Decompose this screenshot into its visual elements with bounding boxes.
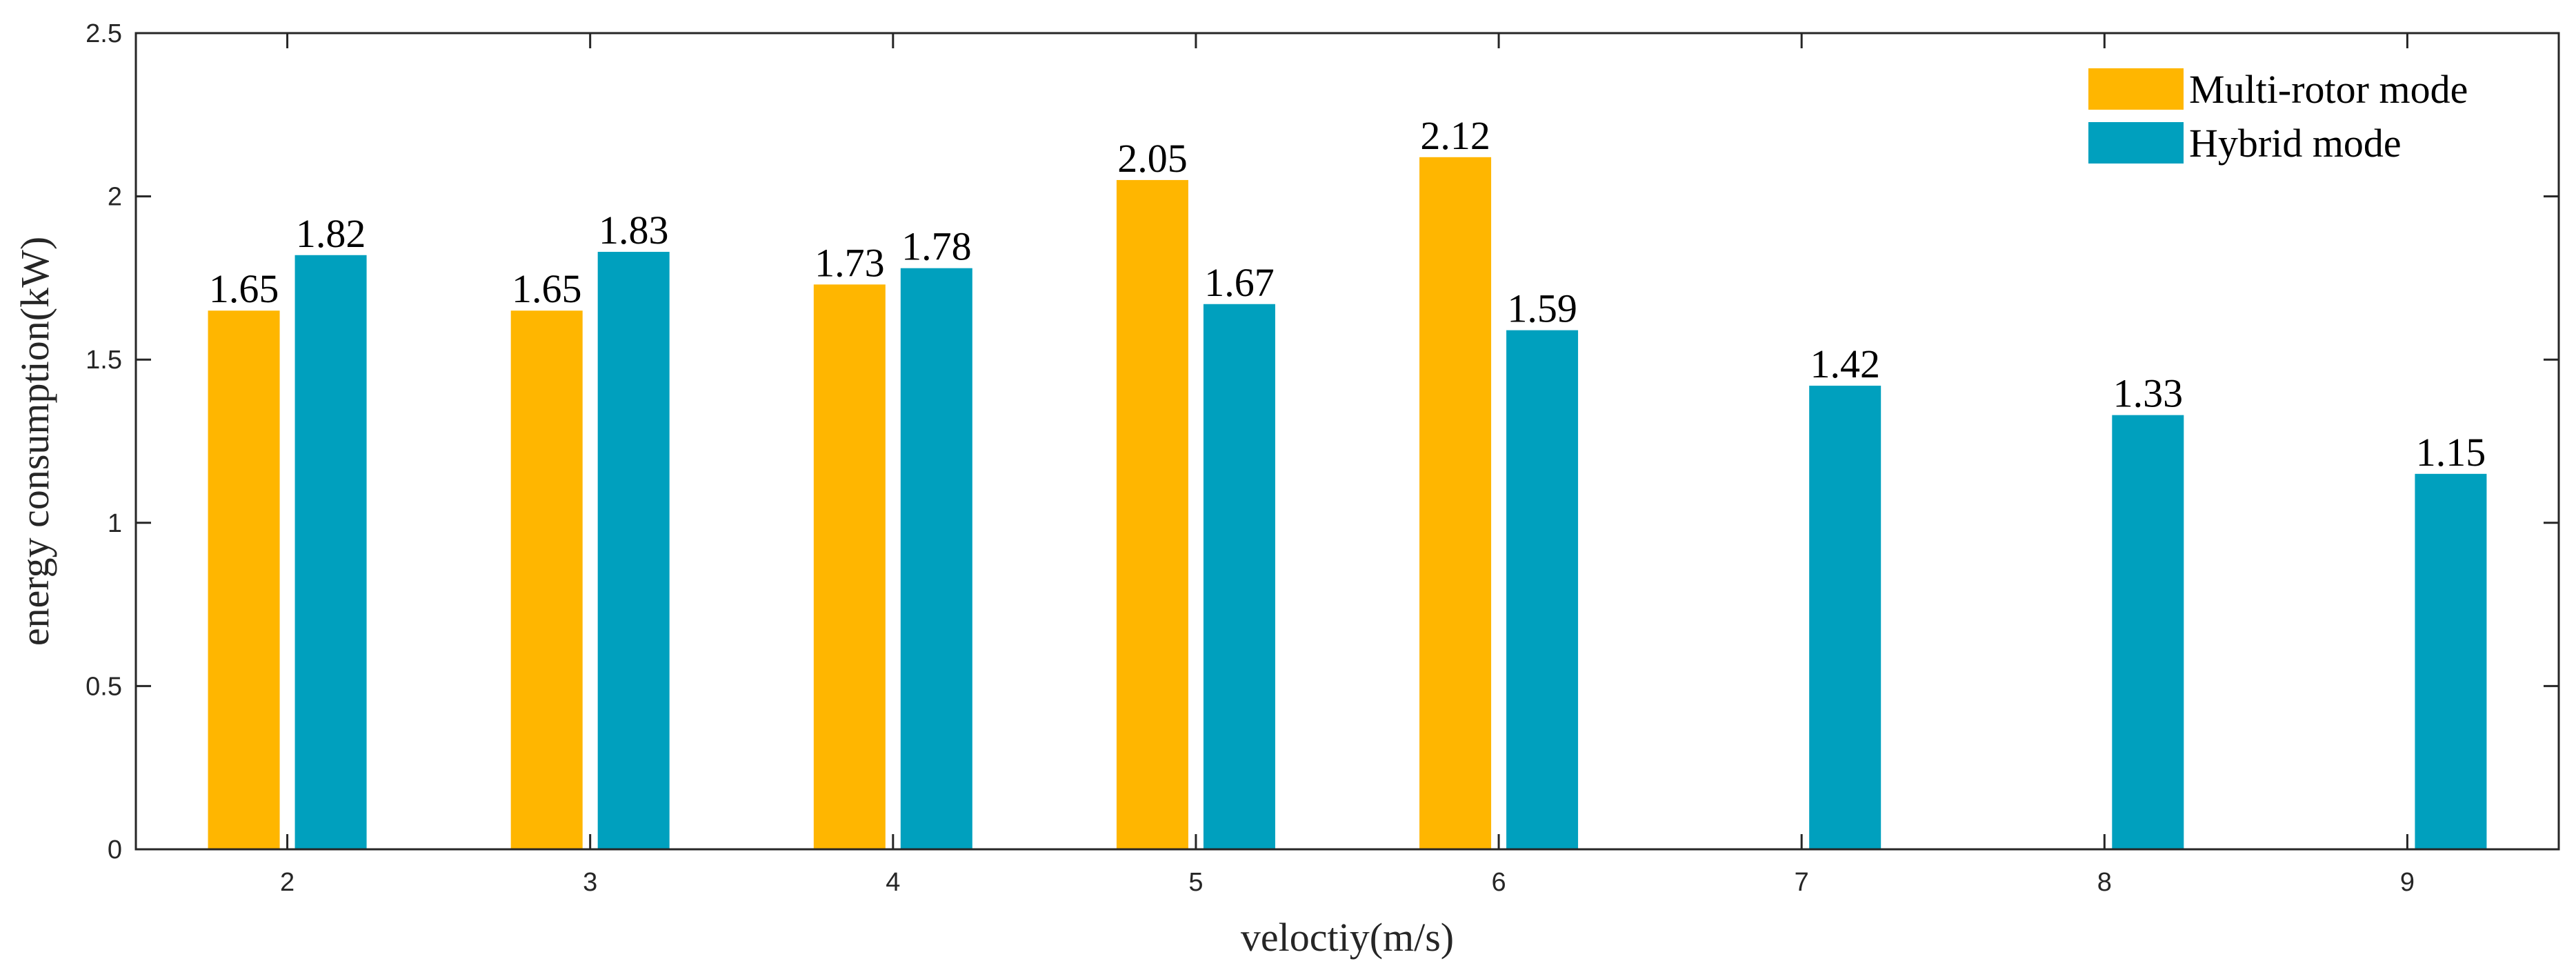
y-tick-label-0: 0 [108, 835, 122, 864]
legend-swatch-hybrid-mode [2088, 122, 2184, 164]
data-label-hybrid-mode-3: 1.83 [599, 208, 669, 253]
data-label-multi-rotor-mode-2: 1.65 [209, 266, 279, 311]
data-labels-layer: 1.65 1.65 1.73 2.05 2.12 1.82 1.83 1.78 1.67 1.59… [209, 113, 2486, 475]
y-tick-label-4: 2 [108, 183, 122, 212]
x-axis-label: veloctiy(m/s) [1241, 915, 1454, 960]
bar-hybrid-mode-4 [900, 268, 972, 850]
y-axis-label: energy consumption(kW) [12, 237, 57, 646]
bars-layer [208, 157, 2487, 850]
legend-swatch-multi-rotor-mode [2088, 68, 2184, 110]
bar-hybrid-mode-9 [2415, 473, 2487, 849]
data-label-hybrid-mode-5: 1.67 [1204, 260, 1275, 305]
bar-hybrid-mode-3 [597, 252, 670, 849]
bar-multi-rotor-mode-5 [1116, 179, 1188, 849]
data-label-hybrid-mode-2: 1.82 [296, 211, 366, 256]
legend: Multi-rotor mode Hybrid mode [2088, 67, 2468, 166]
x-tick-label-5: 5 [1188, 868, 1203, 897]
bar-hybrid-mode-6 [1506, 330, 1579, 849]
data-label-hybrid-mode-9: 1.15 [2416, 430, 2486, 475]
data-label-hybrid-mode-8: 1.33 [2113, 371, 2184, 416]
bar-hybrid-mode-5 [1203, 304, 1275, 850]
data-label-hybrid-mode-4: 1.78 [901, 224, 972, 269]
x-tick-label-8: 8 [2097, 868, 2112, 897]
x-tick-label-2: 2 [280, 868, 294, 897]
bar-multi-rotor-mode-3 [510, 310, 583, 850]
ticks-layer: 0 0.5 1 1.5 2 2.5 2 3 4 5 6 7 8 9 [86, 19, 2559, 897]
x-tick-label-7: 7 [1795, 868, 1809, 897]
bar-hybrid-mode-8 [2112, 415, 2184, 849]
bar-multi-rotor-mode-6 [1419, 157, 1492, 850]
data-label-multi-rotor-mode-4: 1.73 [815, 240, 885, 285]
y-tick-label-1: 0.5 [86, 672, 122, 701]
x-tick-label-9: 9 [2400, 868, 2415, 897]
legend-label-hybrid-mode: Hybrid mode [2189, 121, 2402, 166]
bar-multi-rotor-mode-4 [813, 284, 886, 849]
data-label-multi-rotor-mode-3: 1.65 [512, 266, 582, 311]
y-tick-label-2: 1 [108, 509, 122, 538]
bar-multi-rotor-mode-2 [208, 310, 280, 850]
y-tick-label-5: 2.5 [86, 19, 122, 48]
data-label-multi-rotor-mode-6: 2.12 [1420, 113, 1490, 158]
data-label-multi-rotor-mode-5: 2.05 [1117, 136, 1188, 181]
legend-label-multi-rotor-mode: Multi-rotor mode [2189, 67, 2468, 112]
x-tick-label-4: 4 [886, 868, 900, 897]
x-tick-label-3: 3 [583, 868, 597, 897]
data-label-hybrid-mode-7: 1.42 [1810, 342, 1880, 386]
x-tick-label-6: 6 [1491, 868, 1506, 897]
data-label-hybrid-mode-6: 1.59 [1507, 286, 1577, 331]
bar-hybrid-mode-2 [294, 255, 367, 849]
bar-hybrid-mode-7 [1809, 386, 1881, 849]
y-tick-label-3: 1.5 [86, 346, 122, 375]
plot-frame [134, 32, 2560, 851]
